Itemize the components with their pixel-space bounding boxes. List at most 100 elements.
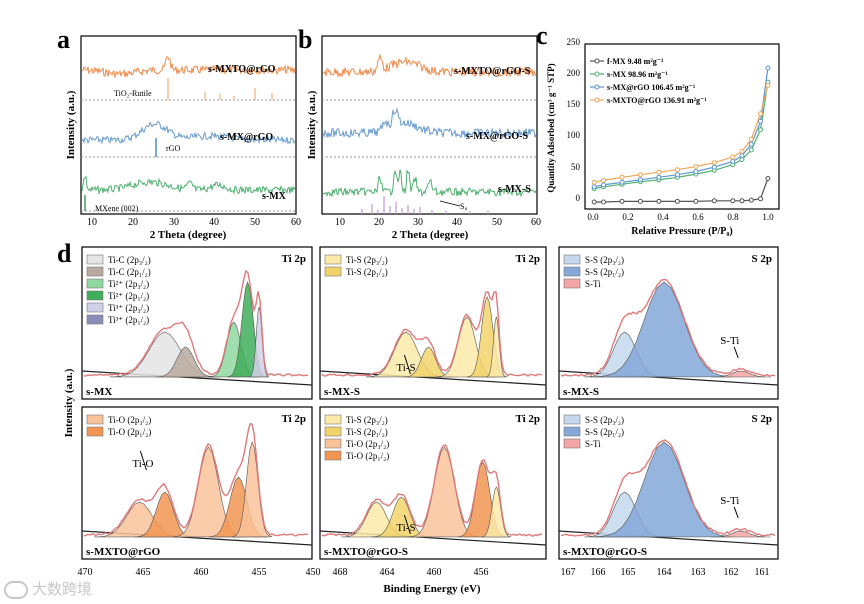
xps-cell: Ti-S (2p₃/₂) Ti-S (2p₁/₂) Ti 2p s-MX-S Ti-S [319,246,547,400]
xps-frame [319,406,547,560]
svg-text:464: 464 [380,567,395,578]
isotherm-point [656,174,662,180]
xps-fit-peak [710,530,771,538]
xps-cell: Ti-S (2p₃/₂) Ti-S (2p₁/₂) Ti-O (2p₃/₂) Ti-O… [319,406,547,560]
panel-d-xticks-col3: 167 166 165 164 163 162 161 [561,567,770,578]
xps-frame [319,246,547,400]
svg-text:455: 455 [252,567,267,578]
panel-letter-b: b [298,25,312,54]
xps-legend-swatch [86,426,104,437]
label-s-mx-rgo-s: s-MX@rGO-S [466,131,529,142]
isotherm-point [601,199,606,205]
isotherm-point [656,198,662,204]
svg-text:10: 10 [335,217,345,228]
xps-legend-swatch [86,254,104,265]
isotherm-point [674,167,680,173]
s8-label: S₈ [460,202,467,211]
panel-b-ylabel: Intensity (a.u.) [306,90,318,159]
panel-a-frame [80,35,297,215]
xps-legend-label: S-S (2p₁/₂) [585,267,624,277]
legend-label: s-MX@rGO 106.45 m²g⁻¹ [607,83,696,92]
isotherm-series [591,65,771,205]
svg-text:40: 40 [452,217,462,228]
panel-c-frame [584,43,780,210]
xps-legend-label: Ti-S (2p₃/₂) [346,255,388,265]
xps-envelope [321,290,543,377]
panel-d-ylabel: Intensity (a.u.) [63,368,75,437]
xps-legend-swatch [86,414,104,425]
svg-text:250: 250 [567,37,581,47]
svg-text:200: 200 [567,68,581,78]
xps-background [558,370,779,386]
xps-cell-title: S 2p [752,253,773,265]
isotherm-point [765,82,771,88]
xps-legend-label: Ti-S (2p₃/₂) [346,415,388,425]
isotherm-point [711,198,717,204]
panel-c-xticks: 0.0 0.2 0.4 0.6 0.8 1.0 [587,212,774,222]
xps-legend-label: Ti-C (2p₁/₂) [108,267,151,277]
xps-legend-swatch [86,266,104,277]
isotherm-point [591,184,597,190]
isotherm-point [711,164,717,170]
svg-text:0.0: 0.0 [587,212,599,222]
isotherm-point [748,136,754,142]
xps-legend-swatch [563,266,581,277]
svg-text:460: 460 [194,567,209,578]
xps-cell-title: Ti 2p [515,413,540,425]
xps-legend-label: Ti²⁺ (2p₁/₂) [108,291,149,301]
svg-text:30: 30 [413,217,423,228]
svg-text:1.0: 1.0 [762,212,774,222]
xps-cell-title: S 2p [752,413,773,425]
xps-annotation-arrow [403,354,411,375]
xps-envelope [83,423,309,537]
isotherm-point [656,169,662,175]
panel-c-legend: f-MX 9.48 m²g⁻¹ s-MX 98.96 m²g⁻¹ s-MX@rGO … [590,57,707,105]
svg-text:450: 450 [306,567,321,578]
isotherm-point [693,198,699,204]
xps-legend-swatch [563,414,581,425]
xps-cell-title: Ti 2p [281,253,306,265]
panel-a-ylabel: Intensity (a.u.) [65,90,77,159]
isotherm-point [591,199,597,205]
xps-legend-swatch [86,314,104,325]
isotherm-point [730,154,736,160]
panel-letter-c: c [536,21,548,50]
xps-legend-label: S-Ti [585,279,601,289]
svg-text:460: 460 [427,567,442,578]
xps-envelope [560,439,776,537]
xrd-trace-s-mx-s [322,169,537,198]
panel-a-xticks: 10 20 30 40 50 60 [87,217,301,228]
xps-envelope [321,444,543,537]
panel-c-xlabel: Relative Pressure (P/P₀) [631,226,732,237]
legend-marker [594,97,600,103]
xps-legend-label: Ti-O (2p₃/₂) [346,439,389,449]
panel-b-frame [321,35,538,215]
isotherm-point [765,176,771,181]
xps-legend-label: Ti-S (2p₁/₂) [346,427,388,437]
svg-text:166: 166 [591,567,606,578]
xrd-trace-s-mx-rgo [81,120,296,145]
legend-label: f-MX 9.48 m²g⁻¹ [607,57,664,66]
xps-sample-label: s-MX-S [324,386,360,398]
xps-frame [558,406,779,560]
legend-marker [594,58,600,64]
panel-a-xlabel: 2 Theta (degree) [150,229,227,241]
xps-legend-swatch [563,278,581,289]
xps-annotation-arrow [733,506,739,519]
mxene-label: MXene (002) [95,204,139,213]
xps-legend-label: S-Ti [585,439,601,449]
rutile-reference-lines [167,78,273,100]
xps-annotation: Ti-S [396,362,415,374]
s8-pointer [439,200,461,207]
isotherm-point [619,198,625,204]
panel-a: s-MXTO@rGO s-MX@rGO s-MX TiO₂-Rutile rGO… [65,35,301,241]
xps-legend-label: Ti-C (2p₃/₂) [108,255,151,265]
xps-legend-swatch [563,254,581,265]
svg-text:167: 167 [561,567,576,578]
panel-d-xlabel: Binding Energy (eV) [383,583,481,595]
xps-sample-label: s-MXTO@rGO-S [324,546,408,558]
panel-letter-a: a [57,25,70,54]
xps-annotation: Ti-O [132,458,153,470]
xps-cell: Ti-C (2p₃/₂) Ti-C (2p₁/₂) Ti²⁺ (2p₃/₂) Ti²⁺… [81,246,313,400]
svg-text:163: 163 [691,567,706,578]
